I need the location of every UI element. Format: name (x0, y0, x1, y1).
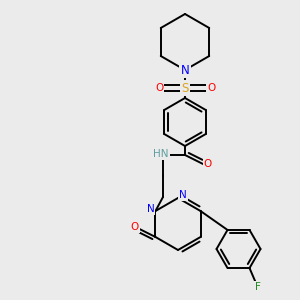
Text: N: N (179, 190, 187, 200)
Text: F: F (255, 282, 260, 292)
Text: O: O (207, 83, 215, 93)
Text: O: O (155, 83, 163, 93)
Text: N: N (147, 204, 154, 214)
Text: S: S (181, 82, 189, 94)
Text: O: O (204, 159, 212, 169)
Text: HN: HN (153, 149, 169, 159)
Text: N: N (181, 64, 189, 76)
Text: O: O (130, 222, 139, 232)
